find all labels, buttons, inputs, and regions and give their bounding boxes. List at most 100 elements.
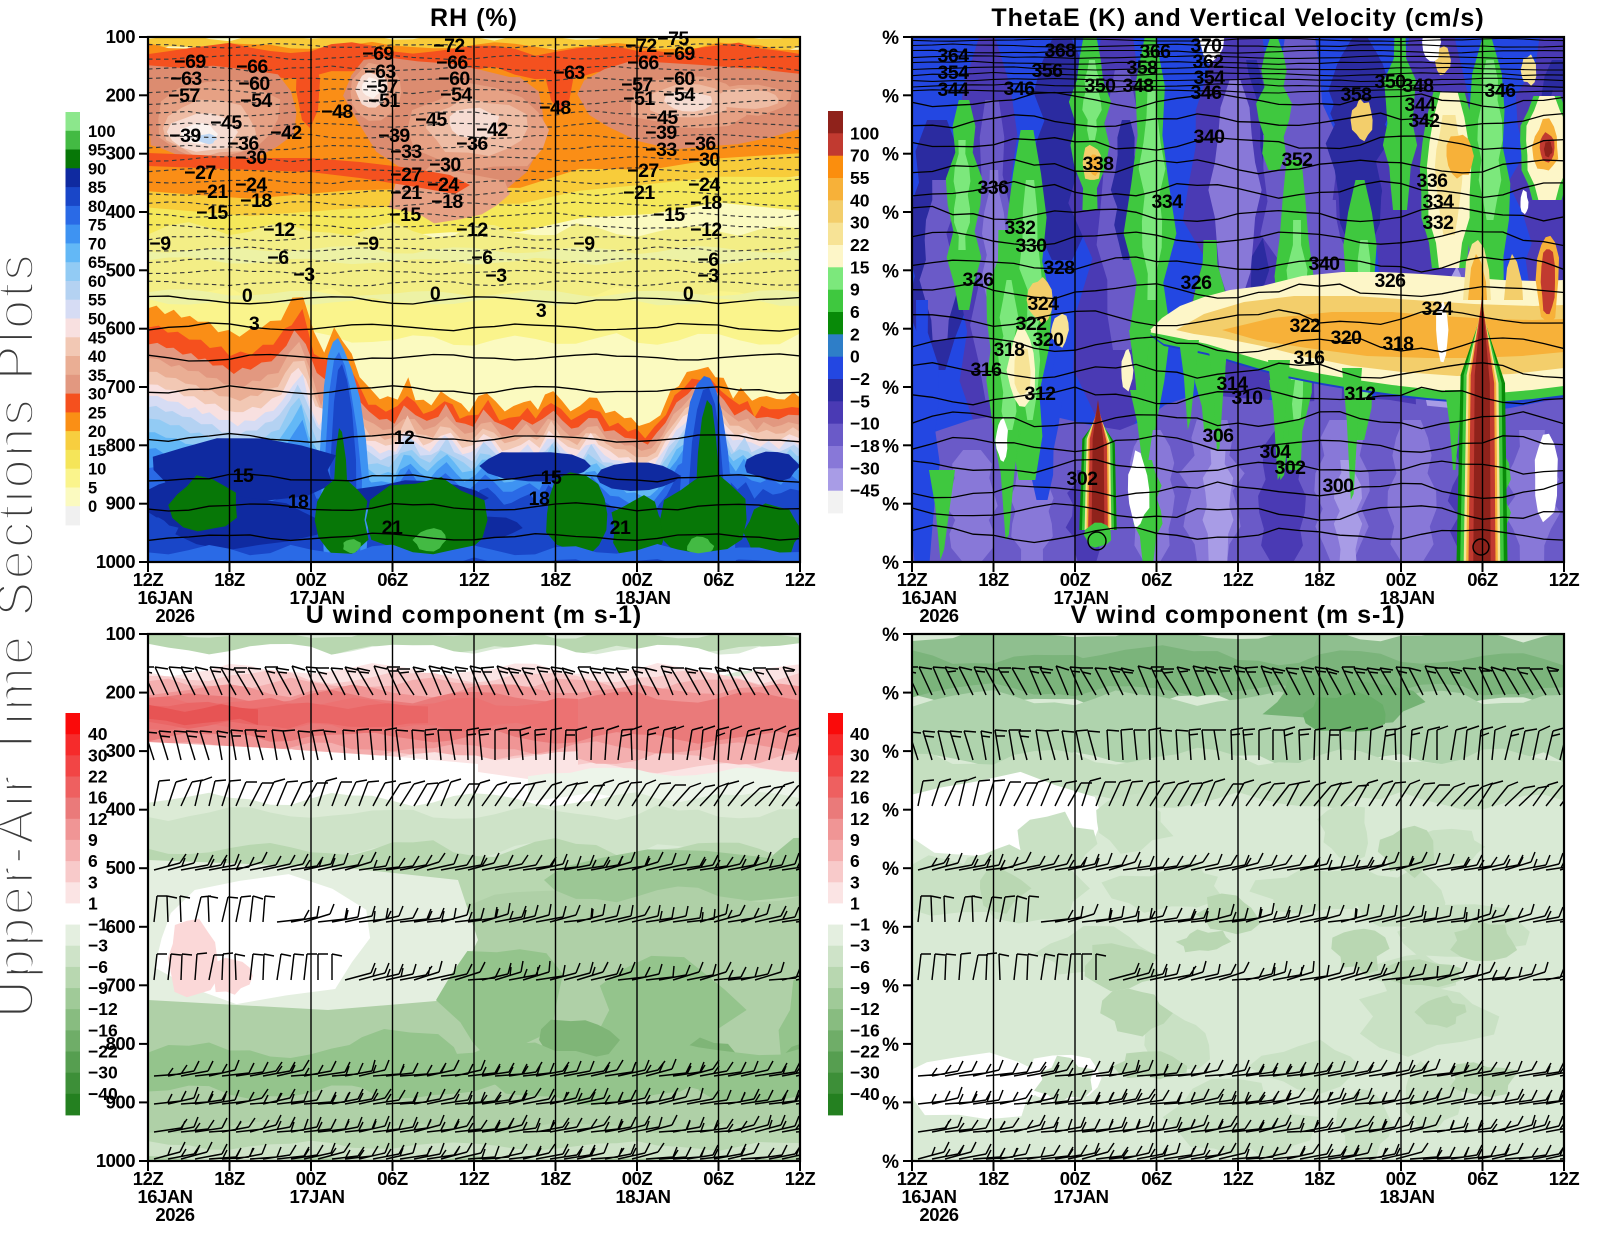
svg-text:−3: −3	[850, 936, 870, 956]
svg-text:−40: −40	[88, 1084, 118, 1104]
svg-text:−12: −12	[88, 999, 118, 1019]
svg-text:30: 30	[88, 745, 108, 765]
svg-text:12Z: 12Z	[1549, 569, 1580, 590]
svg-text:364: 364	[937, 45, 969, 67]
svg-text:16JAN: 16JAN	[137, 1186, 192, 1207]
svg-text:%: %	[882, 495, 899, 516]
svg-text:−39: −39	[169, 125, 201, 147]
svg-text:06Z: 06Z	[1141, 1168, 1172, 1189]
svg-text:12: 12	[394, 427, 415, 449]
svg-text:15: 15	[850, 257, 870, 277]
svg-text:0: 0	[850, 347, 860, 367]
svg-text:6: 6	[850, 302, 860, 322]
svg-text:−54: −54	[440, 84, 472, 106]
svg-text:50: 50	[88, 311, 106, 329]
svg-text:−60: −60	[238, 73, 270, 95]
svg-text:−69: −69	[362, 43, 394, 65]
svg-text:25: 25	[88, 404, 106, 422]
svg-text:−36: −36	[684, 133, 716, 155]
svg-text:−42: −42	[270, 122, 302, 144]
svg-text:318: 318	[1382, 333, 1414, 355]
svg-text:310: 310	[1231, 387, 1263, 409]
svg-text:16JAN: 16JAN	[901, 587, 956, 608]
svg-text:%: %	[882, 261, 899, 282]
svg-text:12Z: 12Z	[897, 1168, 928, 1189]
svg-text:−15: −15	[653, 204, 685, 226]
svg-text:18Z: 18Z	[540, 569, 571, 590]
svg-text:−48: −48	[321, 101, 353, 123]
svg-text:−69: −69	[174, 51, 206, 73]
svg-text:−6: −6	[267, 247, 289, 269]
svg-text:V wind component (m s-1): V wind component (m s-1)	[1070, 601, 1405, 629]
svg-text:−30: −30	[850, 1063, 880, 1083]
svg-text:304: 304	[1259, 441, 1291, 463]
svg-text:%: %	[882, 28, 899, 49]
svg-text:18JAN: 18JAN	[1379, 587, 1434, 608]
svg-text:600: 600	[106, 916, 136, 937]
svg-text:−16: −16	[850, 1020, 880, 1040]
svg-text:00Z: 00Z	[296, 1168, 327, 1189]
svg-text:35: 35	[88, 367, 106, 385]
svg-text:−63: −63	[364, 61, 396, 83]
svg-text:−9: −9	[573, 233, 595, 255]
svg-text:55: 55	[850, 168, 870, 188]
svg-text:−45: −45	[646, 107, 678, 129]
svg-text:21: 21	[610, 517, 631, 539]
svg-text:00Z: 00Z	[622, 569, 653, 590]
svg-text:40: 40	[850, 190, 870, 210]
svg-text:06Z: 06Z	[1467, 1168, 1498, 1189]
svg-text:−3: −3	[88, 936, 108, 956]
svg-text:356: 356	[1031, 60, 1063, 82]
svg-text:−15: −15	[196, 202, 228, 224]
svg-text:318: 318	[993, 339, 1025, 361]
svg-text:00Z: 00Z	[1060, 1168, 1091, 1189]
svg-text:18Z: 18Z	[978, 569, 1009, 590]
svg-text:−6: −6	[471, 247, 493, 269]
svg-text:−60: −60	[663, 68, 695, 90]
svg-text:−21: −21	[390, 182, 422, 204]
svg-text:00Z: 00Z	[1060, 569, 1091, 590]
svg-text:30: 30	[850, 745, 870, 765]
svg-text:%: %	[882, 801, 899, 822]
svg-text:−39: −39	[378, 125, 410, 147]
svg-text:326: 326	[1180, 272, 1212, 294]
svg-text:RH (%): RH (%)	[430, 4, 518, 32]
svg-text:−3: −3	[697, 265, 719, 287]
svg-text:85: 85	[88, 179, 106, 197]
svg-text:3: 3	[249, 313, 260, 335]
svg-text:06Z: 06Z	[703, 1168, 734, 1189]
svg-text:500: 500	[106, 857, 136, 878]
svg-text:10: 10	[88, 461, 106, 479]
svg-text:U wind component (m s-1): U wind component (m s-1)	[306, 601, 643, 629]
svg-text:800: 800	[106, 434, 136, 455]
svg-text:0: 0	[242, 285, 253, 307]
svg-text:−51: −51	[368, 90, 400, 112]
svg-text:%: %	[882, 625, 899, 646]
svg-text:3: 3	[850, 872, 860, 892]
svg-text:358: 358	[1340, 84, 1372, 106]
svg-text:ThetaE (K) and Vertical Veloci: ThetaE (K) and Vertical Velocity (cm/s)	[991, 4, 1484, 32]
svg-text:%: %	[882, 320, 899, 341]
svg-text:330: 330	[1015, 235, 1047, 257]
svg-text:336: 336	[1416, 170, 1448, 192]
svg-text:18JAN: 18JAN	[1379, 1186, 1434, 1207]
svg-text:1000: 1000	[96, 1150, 135, 1171]
svg-text:−66: −66	[436, 52, 468, 74]
svg-text:−72: −72	[433, 35, 465, 57]
svg-text:340: 340	[1308, 253, 1340, 275]
svg-text:17JAN: 17JAN	[289, 587, 344, 608]
svg-text:1: 1	[88, 893, 98, 913]
svg-text:−27: −27	[627, 160, 659, 182]
svg-text:9: 9	[88, 830, 98, 850]
svg-text:368: 368	[1044, 40, 1076, 62]
svg-text:−45: −45	[415, 109, 447, 131]
svg-text:334: 334	[1422, 191, 1454, 213]
svg-text:22: 22	[850, 235, 870, 255]
svg-text:334: 334	[1151, 191, 1183, 213]
svg-text:%: %	[882, 203, 899, 224]
svg-text:358: 358	[1126, 57, 1158, 79]
svg-text:−45: −45	[210, 112, 242, 134]
svg-text:−36: −36	[456, 133, 488, 155]
svg-text:350: 350	[1374, 71, 1406, 93]
svg-text:40: 40	[88, 724, 108, 744]
